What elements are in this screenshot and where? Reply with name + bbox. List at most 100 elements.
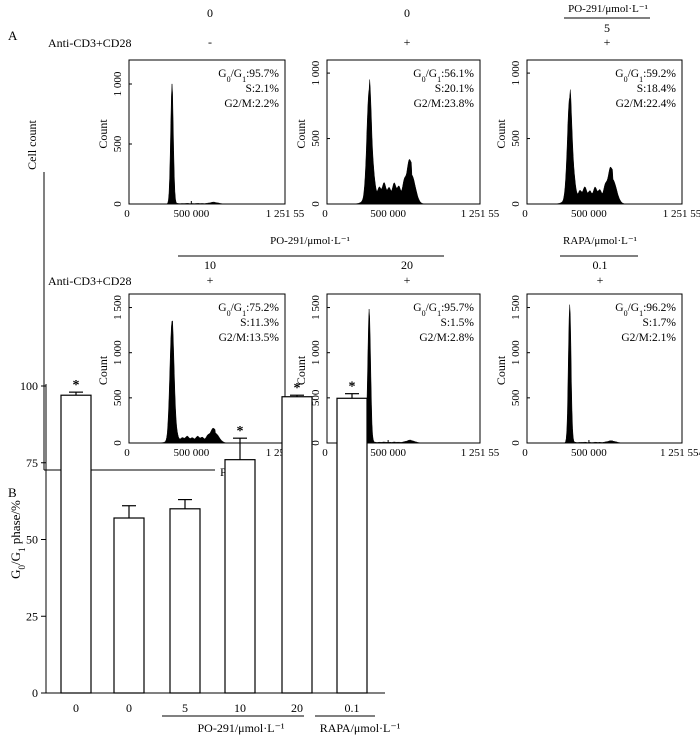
row2-concentration-1: 10 [204,258,216,272]
bar [113,517,145,694]
x-tick-label: 1 251 55 [461,208,500,220]
y-tick-label: 500 [510,389,522,406]
x-category-label: 5 [182,701,188,715]
significance-marker: * [237,424,244,439]
y-tick-label: 0 [510,201,522,207]
panel-a-label: A [8,28,18,43]
row2-sign-3: + [597,273,604,287]
histogram-stat: G0/G1:59.2% [615,68,676,84]
row1-sign-1: - [208,35,212,49]
y-tick-label: 75 [26,456,38,470]
x-tick-label: 0 [322,447,328,459]
bar [169,508,201,694]
bar [224,459,256,694]
cell-count-label: Cell count [25,120,39,170]
histogram-stat: G2/M:2.2% [224,98,279,110]
x-tick-label: 0 [522,208,528,220]
histogram-stat: S:2.1% [245,83,279,95]
histogram-stat: G0/G1:75.2% [218,302,279,318]
y-tick-label: 100 [20,379,38,393]
histogram-frame [526,59,683,205]
x-category-label: 0 [126,701,132,715]
y-tick-label: 0 [112,440,124,446]
histogram-panel-6: 0 500 1 000 1 500 Count 0 500 000 1 251 554 G0/G… [494,293,700,459]
significance-marker: * [73,378,80,393]
row1-treatment-label: Anti-CD3+CD28 [48,36,131,50]
y-tick-label: 50 [26,533,38,547]
histogram-y-label: Count [494,119,508,149]
histogram-stat: S:1.7% [642,317,676,329]
histogram-stat: G2/M:13.5% [219,332,280,344]
row2-po291-group-label: PO-291/μmol·L⁻¹ [270,235,350,247]
histogram-panel-1: 0 500 1 000 Count 0 500 000 1 251 55 G0/G1:95.7… [96,59,305,220]
row1-concentration-1: 0 [207,6,213,20]
row1-concentration-3: 5 [604,21,610,35]
y-tick-label: 1 000 [112,340,124,365]
histogram-stat: G2/M:2.1% [621,332,676,344]
row2-sign-1: + [207,273,214,287]
significance-marker: * [349,380,356,395]
x-tick-label: 1 251 554 [660,447,700,459]
x-tick-label: 500 000 [173,208,209,220]
histogram-stat: S:18.4% [637,83,677,95]
y-tick-label: 1 000 [310,340,322,365]
histogram-panel-5: 0 500 1 000 1 500 Count 0 500 000 1 251 55 G0/G1… [294,293,500,459]
histogram-panel-2: 0 500 1 000 Count 0 500 000 1 251 55 G0/G1:56.1… [294,59,500,220]
histogram-stat: G0/G1:96.2% [615,302,676,318]
row2-sign-2: + [404,273,411,287]
histogram-stat: G0/G1:95.7% [413,302,474,318]
y-tick-label: 1 500 [310,295,322,320]
y-tick-label: 1 000 [310,60,322,85]
y-tick-label: 0 [310,201,322,207]
y-tick-label: 0 [112,201,124,207]
histogram-stat: S:11.3% [240,317,279,329]
y-axis-label: G0/G1 phase/% [8,500,27,579]
y-tick-label: 1 000 [112,71,124,96]
y-tick-label: 1 000 [510,60,522,85]
y-tick-label: 25 [26,609,38,623]
y-tick-label: 1 000 [510,340,522,365]
histogram-stat: G0/G1:56.1% [413,68,474,84]
y-tick-label: 0 [510,440,522,446]
row2-rapa-group-label: RAPA/μmol·L⁻¹ [563,235,637,247]
x-category-label: 20 [291,701,303,715]
row1-sign-3: + [604,35,611,49]
histogram-y-label: Count [294,355,308,385]
x-tick-label: 500 000 [370,447,406,459]
significance-marker: * [294,381,301,396]
bar [281,396,313,694]
x-tick-label: 0 [322,208,328,220]
histogram-stat: G2/M:23.8% [414,98,475,110]
y-tick-label: 500 [112,389,124,406]
x-tick-label: 0 [522,447,528,459]
bar-rapa-group-label: RAPA/μmol·L⁻¹ [320,721,401,735]
x-category-label: 0.1 [345,701,360,715]
y-tick-label: 500 [310,130,322,147]
y-tick-label: 500 [112,135,124,152]
y-tick-label: 500 [510,130,522,147]
histogram-area [129,83,235,205]
bar-po291-group-label: PO-291/μmol·L⁻¹ [197,721,284,735]
row1-concentration-2: 0 [404,6,410,20]
y-tick-label: 0 [310,440,322,446]
x-tick-label: 500 000 [571,447,607,459]
histogram-area [327,79,431,205]
x-tick-label: 500 000 [571,208,607,220]
x-tick-label: 1 251 55 [266,208,305,220]
y-tick-label: 0 [32,686,38,700]
y-tick-label: 500 [310,389,322,406]
row1-po291-group-label: PO-291/μmol·L⁻¹ [568,3,648,15]
bar [60,394,92,694]
row2-concentration-2: 20 [401,258,413,272]
histogram-area [129,320,235,444]
histogram-frame [128,59,286,205]
x-tick-label: 500 000 [370,208,406,220]
x-category-label: 0 [73,701,79,715]
x-tick-label: 1 251 55 [461,447,500,459]
x-tick-label: 0 [124,208,130,220]
x-tick-label: 500 000 [173,447,209,459]
x-tick-label: 1 251 55 [663,208,700,220]
